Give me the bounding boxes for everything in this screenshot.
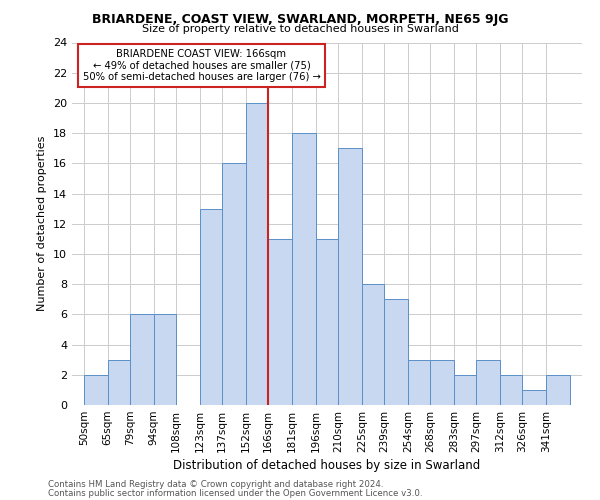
Bar xyxy=(362,284,384,405)
Text: BRIARDENE COAST VIEW: 166sqm
← 49% of detached houses are smaller (75)
50% of se: BRIARDENE COAST VIEW: 166sqm ← 49% of de… xyxy=(83,48,320,82)
Bar xyxy=(384,300,408,405)
Bar xyxy=(316,239,338,405)
Bar xyxy=(408,360,430,405)
Bar xyxy=(84,375,108,405)
X-axis label: Distribution of detached houses by size in Swarland: Distribution of detached houses by size … xyxy=(173,459,481,472)
Text: Size of property relative to detached houses in Swarland: Size of property relative to detached ho… xyxy=(142,24,458,34)
Bar xyxy=(130,314,154,405)
Bar xyxy=(454,375,476,405)
Bar xyxy=(268,239,292,405)
Bar xyxy=(292,133,316,405)
Bar xyxy=(108,360,130,405)
Y-axis label: Number of detached properties: Number of detached properties xyxy=(37,136,47,312)
Bar xyxy=(523,390,546,405)
Bar xyxy=(476,360,500,405)
Text: BRIARDENE, COAST VIEW, SWARLAND, MORPETH, NE65 9JG: BRIARDENE, COAST VIEW, SWARLAND, MORPETH… xyxy=(92,12,508,26)
Bar xyxy=(430,360,454,405)
Text: Contains public sector information licensed under the Open Government Licence v3: Contains public sector information licen… xyxy=(48,489,422,498)
Bar xyxy=(546,375,570,405)
Bar xyxy=(200,208,222,405)
Bar xyxy=(338,148,362,405)
Bar xyxy=(500,375,523,405)
Bar xyxy=(246,103,268,405)
Text: Contains HM Land Registry data © Crown copyright and database right 2024.: Contains HM Land Registry data © Crown c… xyxy=(48,480,383,489)
Bar xyxy=(222,164,246,405)
Bar xyxy=(154,314,176,405)
